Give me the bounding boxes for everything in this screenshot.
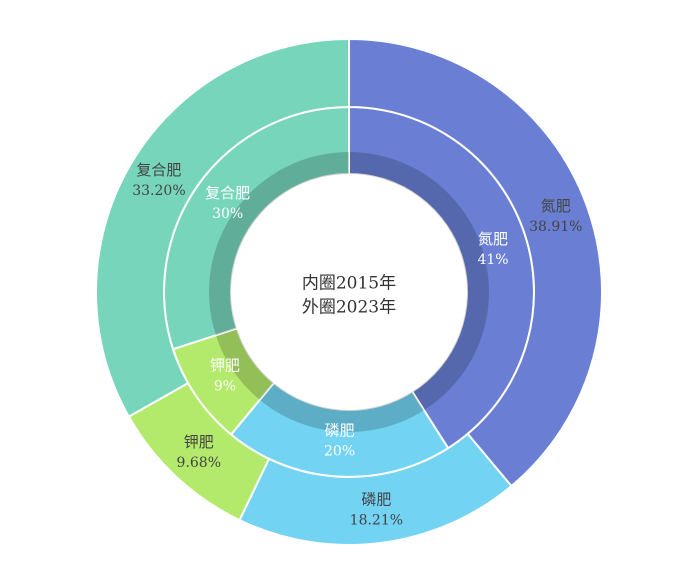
slice-value-label: 38.91% [529,219,582,235]
slice-category-label: 钾肥 [184,433,214,451]
center-text: 外圈2023年 [302,298,396,318]
slice-value-label: 9% [214,378,236,394]
slice-value-label: 33.20% [132,183,185,199]
slice-shade [349,152,489,411]
slice-category-label: 氮肥 [541,197,571,215]
slice-category-label: 钾肥 [210,356,240,374]
slice-value-label: 9.68% [177,455,221,471]
slice-category-label: 氮肥 [478,230,508,248]
slice [348,37,603,488]
slice-category-label: 磷肥 [325,422,355,440]
slice-category-label: 磷肥 [361,490,391,508]
slice-shade [209,152,349,336]
slice-value-label: 18.21% [350,512,403,528]
slice-value-label: 20% [324,444,355,460]
slice-category-label: 复合肥 [136,161,181,179]
slice [95,37,350,419]
slice-shade [215,328,274,400]
slice-category-label: 复合肥 [205,184,250,202]
center-text: 内圈2015年 [302,274,396,294]
slices [95,37,603,546]
slice-shade [259,382,425,432]
slice-value-label: 30% [212,206,243,222]
slice-value-label: 41% [477,252,508,268]
